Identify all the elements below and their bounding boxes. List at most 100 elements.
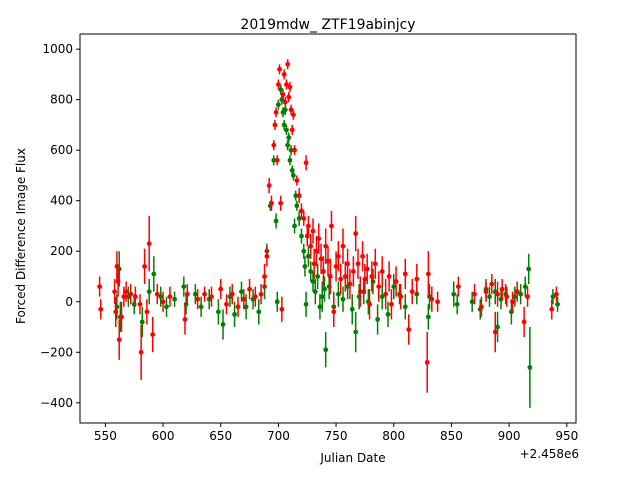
series-0 [114,84,560,408]
data-point [489,281,495,287]
data-point [278,87,284,92]
data-point [340,243,346,249]
data-point [302,263,308,269]
data-point [483,289,489,295]
data-point [296,193,302,199]
data-point [510,299,515,305]
data-point [402,304,408,310]
data-point [340,296,346,302]
data-point [318,256,324,262]
data-point [329,223,334,229]
data-point [113,309,119,315]
data-point [154,291,160,297]
data-point [280,92,286,98]
data-point [272,122,278,128]
x-tick-label: 600 [152,429,175,443]
data-point [305,253,311,259]
data-point [310,228,316,234]
data-point [338,276,344,282]
y-tick-label: −200 [40,345,73,359]
data-point [290,173,296,178]
data-point [289,127,295,133]
data-point [550,294,556,300]
data-point [347,281,353,287]
data-point [331,309,337,315]
data-point [424,359,430,365]
data-point [499,286,505,292]
data-point [121,294,127,300]
data-point [526,266,532,272]
data-point [393,279,399,284]
data-point [379,294,385,300]
data-point [323,243,329,249]
data-point [342,274,348,279]
data-point [451,291,457,297]
data-point [305,223,311,229]
data-point [279,306,285,312]
data-point [317,304,323,310]
data-point [303,160,309,166]
data-point [504,294,510,300]
data-point [389,301,394,307]
data-point [364,266,370,272]
data-point [220,322,226,327]
data-point [198,304,204,310]
data-point [521,319,527,325]
data-point [310,279,316,284]
y-tick-label: 800 [50,93,73,107]
data-point [116,337,122,343]
data-point [386,274,392,279]
data-point [264,253,270,259]
data-point [98,306,104,312]
y-axis-label: Forced Difference Image Flux [14,148,28,324]
data-point [146,289,152,295]
data-point [325,258,331,264]
data-point [425,314,431,320]
data-point [355,261,361,267]
data-point [123,289,129,295]
data-point [137,301,143,307]
data-point [335,253,341,259]
data-point [323,347,329,353]
x-tick-label: 750 [325,429,348,443]
data-point [379,269,385,274]
data-point [132,294,138,300]
x-axis-label: Julian Date [319,451,385,465]
data-point [276,102,281,108]
x-tick-label: 700 [267,429,290,443]
data-point [362,276,368,282]
data-point [288,107,294,113]
data-point [287,84,293,90]
data-point [514,289,520,295]
data-point [138,349,144,355]
data-point [239,289,244,295]
data-point [385,311,391,317]
data-point [357,289,363,295]
data-point [184,291,190,297]
data-point [252,294,258,300]
data-point [276,82,281,87]
x-tick-label: 950 [555,429,578,443]
data-point [202,291,207,297]
data-point [454,301,460,307]
data-point [164,304,169,310]
data-point [322,286,327,292]
data-point [241,296,247,302]
data-point [284,82,289,87]
data-point [527,365,533,370]
data-point [409,289,415,295]
data-point [549,306,555,312]
data-point [258,291,264,297]
data-point [292,223,297,229]
data-point [290,112,296,118]
data-point [296,215,302,221]
data-point [288,147,294,153]
data-point [369,274,375,279]
data-point [472,291,477,297]
data-point [303,301,309,307]
data-point [492,329,498,335]
data-point [274,299,280,305]
data-point [216,309,221,315]
data-point [286,135,292,140]
